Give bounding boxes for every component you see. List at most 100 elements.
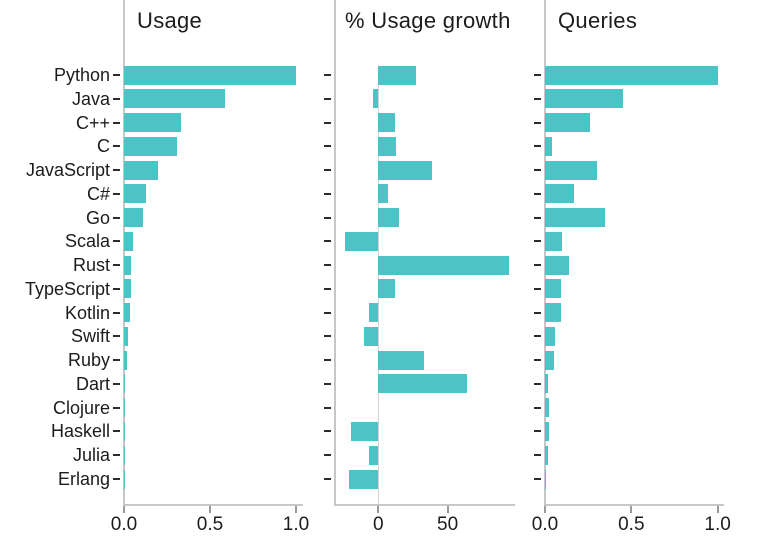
y-tick bbox=[113, 287, 120, 290]
panel-title-queries: Queries bbox=[558, 8, 638, 33]
y-tick-label: C++ bbox=[75, 112, 110, 133]
bar bbox=[545, 184, 575, 204]
y-tick bbox=[324, 264, 331, 267]
bar bbox=[545, 208, 606, 228]
y-tick bbox=[324, 240, 331, 243]
y-axis-spine bbox=[334, 0, 336, 504]
bar bbox=[368, 445, 379, 465]
y-tick bbox=[534, 264, 541, 267]
y-tick-label: Rust bbox=[72, 255, 110, 276]
y-tick bbox=[324, 359, 331, 362]
y-tick-label: Python bbox=[53, 65, 110, 85]
bar bbox=[545, 136, 552, 156]
y-tick bbox=[324, 335, 331, 338]
x-tick bbox=[544, 506, 546, 513]
y-tick bbox=[534, 121, 541, 124]
bar bbox=[545, 303, 561, 323]
y-tick-label: Java bbox=[71, 88, 110, 109]
y-tick bbox=[534, 430, 541, 433]
y-tick bbox=[324, 478, 331, 480]
y-tick-label: Swift bbox=[70, 326, 110, 347]
bar bbox=[378, 65, 416, 85]
bar bbox=[368, 303, 379, 323]
x-tick bbox=[294, 506, 297, 513]
bar bbox=[350, 421, 379, 441]
y-tick bbox=[534, 97, 541, 100]
x-tick bbox=[716, 506, 719, 513]
x-axis-spine bbox=[123, 504, 303, 506]
bar bbox=[545, 398, 550, 418]
y-tick bbox=[324, 382, 331, 385]
bar bbox=[124, 231, 133, 251]
y-tick bbox=[324, 287, 331, 290]
x-tick bbox=[446, 506, 449, 513]
bar bbox=[124, 89, 226, 109]
y-tick bbox=[113, 454, 120, 457]
bar bbox=[545, 89, 623, 109]
bar bbox=[124, 65, 296, 85]
bar bbox=[124, 208, 143, 228]
y-tick-label: Clojure bbox=[52, 397, 110, 418]
y-tick bbox=[113, 382, 120, 385]
x-tick-label: 1.0 bbox=[282, 514, 310, 535]
x-tick-label: 50 bbox=[437, 514, 459, 535]
y-tick bbox=[113, 478, 120, 480]
bar bbox=[545, 374, 548, 394]
y-tick bbox=[534, 216, 541, 219]
x-axis-spine bbox=[334, 504, 515, 506]
y-tick bbox=[534, 454, 541, 457]
panel-title-usage: Usage bbox=[137, 8, 203, 33]
bar bbox=[545, 326, 556, 346]
y-tick bbox=[113, 121, 120, 124]
x-tick bbox=[630, 506, 633, 513]
y-tick bbox=[534, 359, 541, 362]
y-tick-label: Dart bbox=[75, 373, 110, 394]
bar bbox=[124, 160, 159, 180]
panel-title-usage-growth: % Usage growth bbox=[345, 8, 511, 33]
y-tick bbox=[534, 74, 541, 76]
bar bbox=[124, 326, 129, 346]
y-tick-label: Kotlin bbox=[64, 302, 110, 323]
y-tick bbox=[113, 145, 120, 148]
y-tick-label: C# bbox=[86, 183, 110, 204]
bar bbox=[124, 374, 126, 394]
y-tick bbox=[113, 406, 120, 409]
y-tick-label: TypeScript bbox=[24, 278, 110, 299]
y-tick bbox=[113, 264, 120, 267]
y-tick bbox=[534, 145, 541, 148]
bar bbox=[378, 160, 433, 180]
y-tick bbox=[534, 406, 541, 409]
y-axis-spine bbox=[123, 0, 125, 504]
x-tick-label: 0.5 bbox=[618, 514, 645, 535]
y-tick bbox=[113, 430, 120, 433]
bar bbox=[545, 160, 597, 180]
y-tick bbox=[324, 406, 331, 409]
y-tick-label: Scala bbox=[64, 231, 110, 252]
y-tick-label: Erlang bbox=[57, 469, 110, 489]
y-tick bbox=[324, 74, 331, 76]
bar bbox=[124, 350, 127, 370]
y-tick bbox=[534, 169, 541, 172]
bar bbox=[124, 255, 131, 275]
y-tick bbox=[534, 382, 541, 385]
y-tick bbox=[113, 311, 120, 314]
bar bbox=[349, 469, 379, 489]
y-tick bbox=[324, 430, 331, 433]
y-tick-label: Julia bbox=[72, 445, 110, 466]
y-tick bbox=[324, 97, 331, 100]
bar bbox=[545, 350, 554, 370]
bar bbox=[124, 136, 178, 156]
zero-line bbox=[378, 65, 380, 504]
y-axis-spine bbox=[544, 0, 546, 504]
bar bbox=[545, 65, 718, 85]
y-tick bbox=[324, 145, 331, 148]
y-tick bbox=[113, 74, 120, 76]
y-tick bbox=[324, 311, 331, 314]
bar bbox=[124, 113, 181, 133]
bar bbox=[344, 231, 379, 251]
y-tick-label: JavaScript bbox=[25, 160, 110, 181]
